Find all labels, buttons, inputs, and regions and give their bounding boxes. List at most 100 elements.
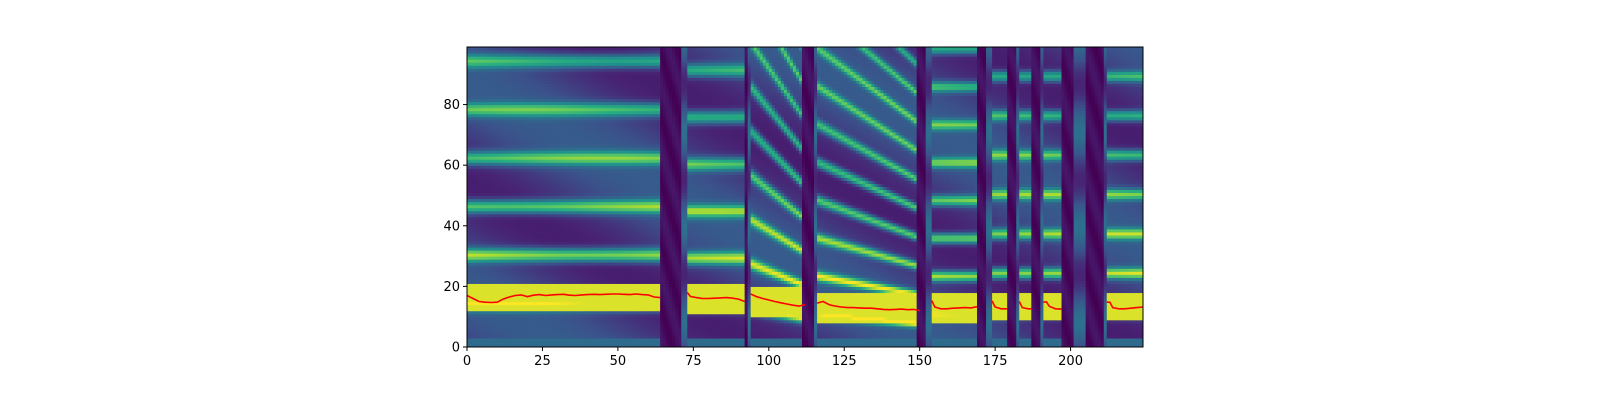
heatmap-cell [542, 331, 547, 336]
heatmap-cell [515, 92, 519, 97]
heatmap-cell [557, 240, 562, 245]
heatmap-cell [470, 313, 474, 318]
heatmap-cell [497, 301, 501, 306]
heatmap-cell [491, 298, 495, 303]
heatmap-cell [587, 110, 592, 115]
heatmap-cell [488, 83, 492, 87]
heatmap-cell [584, 253, 589, 257]
heatmap-cell [521, 277, 525, 281]
heatmap-cell [572, 62, 577, 66]
heatmap-cell [596, 328, 601, 333]
heatmap-cell [527, 159, 531, 163]
heatmap-cell [578, 213, 583, 218]
heatmap-cell [590, 250, 595, 254]
heatmap-cell [539, 162, 544, 166]
heatmap-cell [476, 68, 480, 72]
heatmap-cell [533, 343, 538, 347]
heatmap-cell [500, 92, 504, 97]
heatmap-cell [509, 228, 513, 233]
heatmap-cell [578, 134, 583, 139]
heatmap-cell [503, 301, 507, 306]
heatmap-cell [566, 243, 571, 248]
heatmap-cell [524, 313, 528, 318]
heatmap-cell [485, 65, 489, 69]
heatmap-cell [542, 147, 547, 151]
heatmap-cell [539, 62, 544, 66]
heatmap-cell [572, 289, 577, 294]
heatmap-cell [590, 331, 595, 336]
heatmap-cell [527, 213, 531, 218]
heatmap-cell [479, 131, 483, 136]
heatmap-cell [584, 116, 589, 121]
heatmap-cell [521, 219, 525, 224]
heatmap-cell [557, 92, 562, 97]
heatmap-cell [581, 198, 586, 203]
heatmap-cell [470, 328, 474, 333]
heatmap-cell [467, 328, 471, 333]
heatmap-cell [563, 316, 568, 321]
heatmap-cell [494, 180, 498, 184]
heatmap-cell [524, 143, 528, 148]
heatmap-cell [563, 62, 568, 66]
heatmap-cell [593, 119, 598, 124]
heatmap-cell [548, 104, 553, 109]
heatmap-cell [581, 331, 586, 336]
heatmap-cell [491, 143, 495, 148]
heatmap-cell [479, 147, 483, 151]
heatmap-cell [596, 237, 601, 242]
heatmap-cell [551, 256, 556, 260]
heatmap-cell [551, 89, 556, 94]
heatmap-cell [560, 277, 565, 281]
heatmap-cell [506, 128, 510, 133]
heatmap-cell [503, 140, 507, 145]
heatmap-cell [470, 95, 474, 100]
heatmap-cell [509, 168, 513, 172]
heatmap-cell [572, 71, 577, 75]
heatmap-cell [488, 240, 492, 245]
heatmap-cell [467, 225, 471, 230]
heatmap-cell [563, 134, 568, 139]
heatmap-cell [584, 298, 589, 303]
heatmap-cell [512, 316, 516, 321]
heatmap-cell [536, 343, 541, 347]
heatmap-cell [485, 280, 489, 284]
heatmap-cell [557, 68, 562, 72]
heatmap-cell [518, 219, 522, 224]
heatmap-cell [527, 343, 531, 347]
heatmap-cell [500, 207, 504, 212]
heatmap-cell [473, 222, 477, 227]
heatmap-cell [593, 274, 598, 278]
heatmap-cell [566, 65, 571, 69]
heatmap-cell [542, 256, 547, 260]
heatmap-cell [548, 268, 553, 272]
heatmap-cell [587, 307, 592, 312]
heatmap-cell [581, 71, 586, 75]
heatmap-cell [494, 219, 498, 224]
heatmap-cell [467, 65, 471, 69]
heatmap-cell [551, 340, 556, 345]
heatmap-cell [575, 198, 580, 203]
heatmap-cell [485, 159, 489, 163]
heatmap-cell [551, 131, 556, 136]
heatmap-cell [485, 253, 489, 257]
heatmap-cell [518, 186, 522, 191]
heatmap-cell [587, 319, 592, 324]
heatmap-cell [536, 180, 541, 184]
heatmap-cell [533, 192, 538, 197]
heatmap-cell [554, 213, 559, 218]
heatmap-cell [566, 62, 571, 66]
heatmap-cell [542, 271, 547, 275]
heatmap-cell [482, 216, 486, 221]
heatmap-cell [569, 147, 574, 151]
heatmap-cell [593, 110, 598, 115]
heatmap-cell [518, 125, 522, 130]
heatmap-cell [470, 219, 474, 224]
heatmap-cell [545, 216, 550, 221]
heatmap-cell [503, 256, 507, 260]
heatmap-cell [584, 331, 589, 336]
heatmap-cell [485, 319, 489, 324]
heatmap-cell [467, 98, 471, 103]
heatmap-cell [566, 186, 571, 191]
heatmap-cell [488, 301, 492, 306]
heatmap-cell [551, 53, 556, 57]
